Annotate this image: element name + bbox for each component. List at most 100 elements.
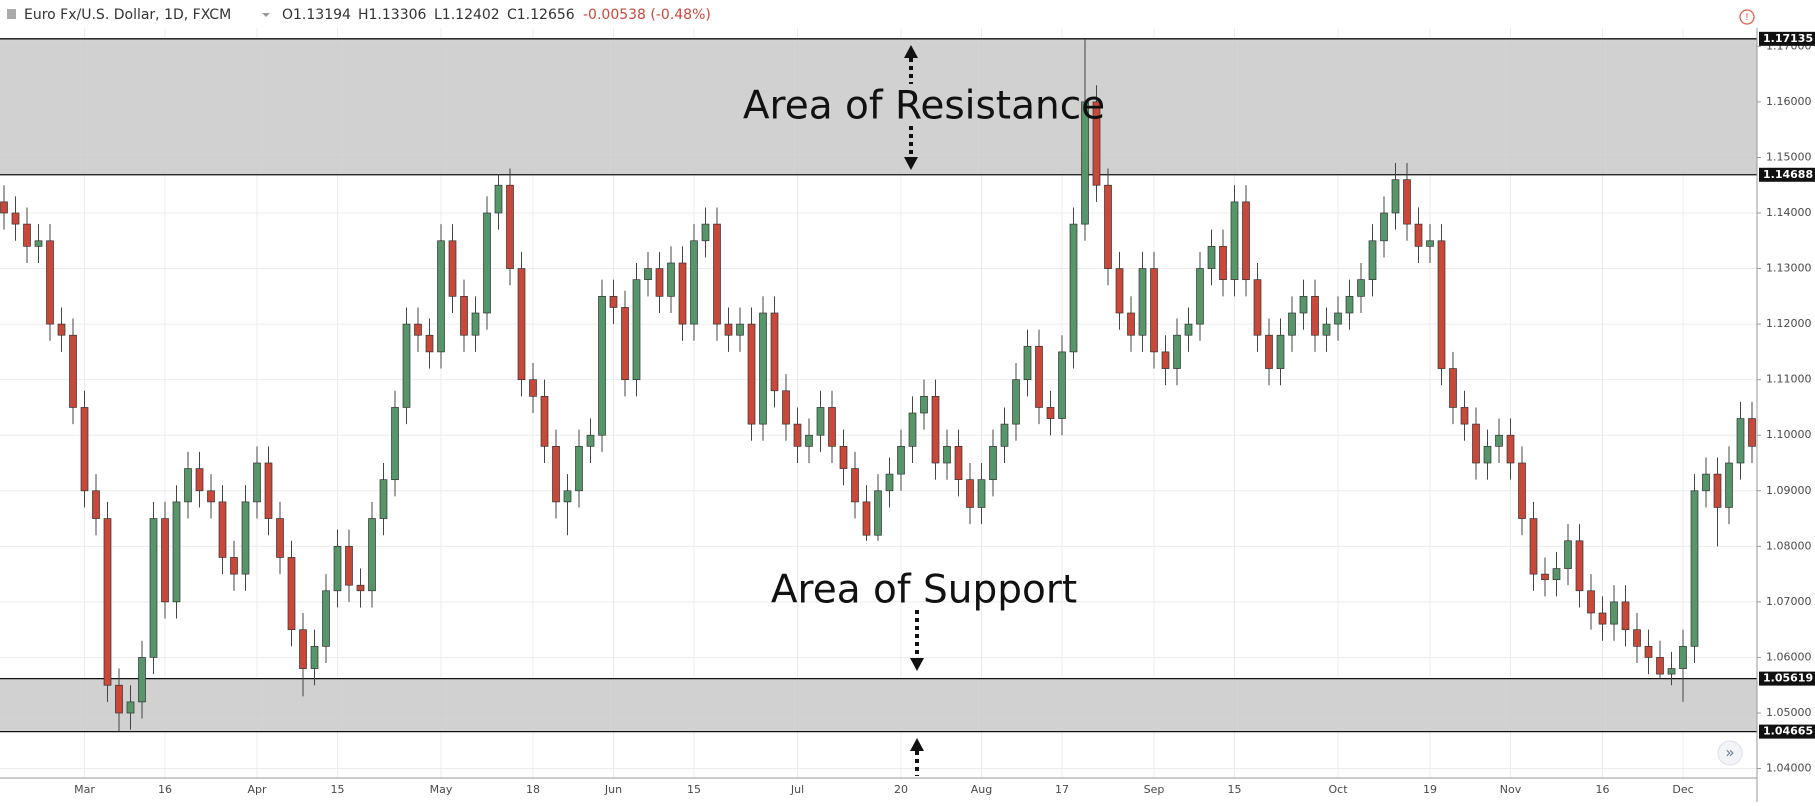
level-label: 1.05619	[1763, 672, 1813, 685]
candle-body	[1357, 279, 1365, 297]
y-tick-label: 1.16000	[1766, 95, 1812, 108]
candle-body	[437, 240, 445, 353]
candle-body	[828, 407, 836, 447]
candle-body	[954, 445, 963, 481]
quote-close: C1.12656	[507, 7, 575, 23]
y-tick-label: 1.15000	[1766, 150, 1812, 163]
candle-body	[414, 323, 422, 336]
y-tick-label: 1.08000	[1766, 539, 1812, 552]
candle-body	[195, 468, 204, 492]
candle-body	[1046, 407, 1055, 419]
candle-body	[1138, 268, 1147, 336]
candle-body	[598, 295, 606, 436]
chart-title: Euro Fx/U.S. Dollar, 1D, FXCM	[24, 7, 231, 23]
candle-body	[1414, 223, 1423, 247]
candle-body	[253, 462, 261, 503]
quote-low: L1.12402	[434, 7, 500, 23]
header-bg	[0, 0, 1815, 28]
candle-body	[149, 518, 158, 658]
candle-body	[218, 501, 227, 558]
candle-body	[1322, 323, 1331, 336]
candle-body	[1495, 434, 1503, 447]
candle-body	[816, 407, 825, 436]
candle-body	[1725, 462, 1733, 508]
x-tick-label: 20	[894, 783, 908, 796]
candle-body	[1426, 240, 1434, 247]
level-label-bg	[1759, 671, 1815, 686]
candle-body	[1012, 379, 1020, 425]
annotation-arrows	[904, 45, 924, 776]
candle-body	[1380, 212, 1388, 242]
level-label-bg	[1759, 31, 1815, 46]
candle-body	[356, 584, 365, 592]
candle-body	[1196, 268, 1204, 325]
x-tick-label: Nov	[1500, 783, 1522, 796]
arrow-head	[910, 658, 924, 671]
candle-body	[345, 545, 353, 586]
candle-body	[1219, 245, 1227, 281]
arrow-head	[904, 45, 918, 58]
candle-body	[1506, 434, 1515, 464]
candle-body	[989, 445, 997, 481]
candle-body	[1150, 268, 1158, 353]
candle-body	[1023, 345, 1032, 381]
candle-body	[1334, 312, 1342, 325]
dropdown-arrow[interactable]	[262, 13, 270, 17]
candle-body	[207, 490, 215, 503]
candle-body	[471, 312, 480, 336]
x-tick-label: Aug	[971, 783, 992, 796]
candle-body	[322, 590, 330, 647]
candle-body	[667, 262, 675, 297]
candle-body	[80, 407, 89, 492]
candle-body	[1518, 462, 1526, 519]
x-tick-label: 19	[1423, 783, 1437, 796]
symbol-icon	[7, 9, 16, 19]
candle-body	[782, 390, 790, 425]
candle-body	[920, 395, 928, 414]
candle-body	[287, 557, 296, 631]
candle-body	[575, 445, 583, 492]
candle-body	[1736, 418, 1745, 464]
candle-body	[1552, 568, 1561, 581]
candle-body	[402, 323, 411, 408]
level-label: 1.17135	[1763, 32, 1813, 45]
candle-body	[1598, 612, 1607, 625]
candle-body	[1644, 645, 1653, 658]
candle-body	[126, 701, 135, 714]
candle-body	[161, 518, 169, 603]
scroll-button[interactable]	[1717, 740, 1743, 766]
candle-body	[299, 629, 307, 669]
candle-body	[1690, 490, 1699, 647]
candle-body	[1104, 184, 1112, 269]
candle-body	[1288, 312, 1296, 336]
candle-body	[563, 490, 572, 503]
alert-icon[interactable]	[1739, 9, 1755, 25]
candle-body	[1173, 334, 1181, 369]
candle-body	[1069, 223, 1078, 353]
level-label: 1.14688	[1763, 168, 1813, 181]
y-tick-label: 1.10000	[1766, 428, 1812, 441]
candle-body	[1564, 540, 1572, 569]
x-tick-label: Jul	[790, 783, 804, 796]
candle-body	[931, 395, 940, 464]
candle-body	[529, 379, 537, 397]
candle-body	[1656, 657, 1664, 675]
candle-body	[1667, 668, 1676, 675]
candle-body	[1115, 268, 1124, 314]
candle-body	[103, 518, 112, 686]
x-tick-label: Apr	[247, 783, 267, 796]
candle-body	[1000, 423, 1009, 447]
candle-body	[1621, 601, 1630, 631]
x-tick-label: 17	[1055, 783, 1069, 796]
x-tick-label: Mar	[74, 783, 95, 796]
candle-body	[736, 323, 744, 336]
candle-body	[1483, 445, 1492, 464]
x-tick-label: 15	[1228, 783, 1242, 796]
candle-body	[690, 240, 698, 325]
y-tick-label: 1.06000	[1766, 650, 1812, 663]
candle-body	[1449, 368, 1457, 408]
candle-body	[1633, 629, 1641, 647]
candle-body	[977, 479, 986, 508]
candle-body	[1265, 334, 1273, 369]
candle-body	[1472, 423, 1480, 464]
